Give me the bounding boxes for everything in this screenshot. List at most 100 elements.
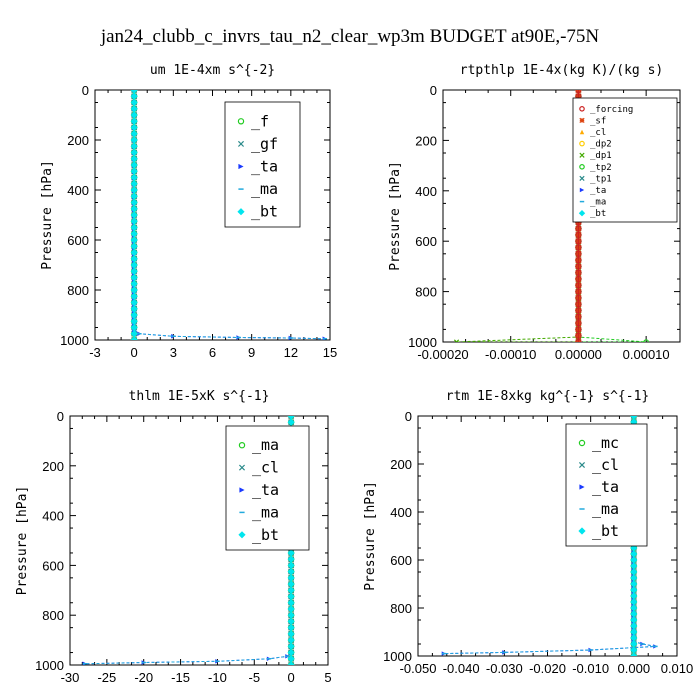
- data-point: [287, 574, 295, 582]
- y-tick-label: 400: [390, 505, 412, 520]
- data-point: [453, 339, 460, 342]
- panel-title: um 1E-4xm s^{-2}: [150, 63, 275, 78]
- legend-marker: [579, 152, 585, 158]
- y-tick-label: 0: [405, 409, 412, 424]
- x-tick-label: 9: [248, 345, 255, 360]
- data-point: [130, 167, 138, 175]
- x-tick-label: -0.00020: [417, 347, 468, 362]
- data-point: [130, 98, 138, 107]
- y-tick-label: 400: [42, 509, 64, 524]
- panel-title: rtpthlp 1E-4x(kg K)/(kg s): [460, 63, 664, 78]
- legend-label: _bt: [592, 522, 619, 540]
- legend-marker: [579, 129, 585, 135]
- data-point: [130, 136, 138, 144]
- figure-title: jan24_clubb_c_invrs_tau_n2_clear_wp3m BU…: [100, 26, 600, 47]
- data-point: [287, 418, 295, 426]
- data-point: [287, 648, 295, 657]
- data-point: [130, 148, 138, 157]
- legend-label: _ta: [590, 186, 606, 196]
- plot-frame: [442, 89, 681, 343]
- panel-title: rtm 1E-8xkg kg^{-1} s^{-1}: [446, 389, 650, 404]
- series-bt-line: [130, 90, 138, 340]
- panel-2: rtpthlp 1E-4x(kg K)/(kg s) Pressure [hPa]…: [388, 63, 681, 362]
- data-point: [630, 416, 638, 420]
- y-tick-label: 400: [67, 183, 89, 198]
- legend-marker: [579, 140, 585, 147]
- data-point: [130, 236, 138, 244]
- data-point: [287, 586, 295, 594]
- x-tick-label: -30: [61, 670, 80, 685]
- data-point: [630, 562, 638, 570]
- data-point: [130, 105, 138, 113]
- legend-label: _tp2: [590, 163, 612, 173]
- data-point: [130, 173, 138, 182]
- y-tick-label: 800: [390, 601, 412, 616]
- y-tick-label: 1000: [35, 658, 64, 673]
- data-point: [287, 636, 295, 644]
- data-point: [630, 586, 638, 594]
- data-point: [130, 117, 138, 125]
- legend-label: _dp2: [590, 140, 612, 150]
- data-point: [575, 294, 582, 302]
- legend-box: [572, 97, 678, 223]
- legend-label: _bt: [590, 209, 606, 219]
- data-point: [130, 130, 138, 138]
- legend-label: _cl: [252, 459, 279, 477]
- data-point: [130, 90, 138, 94]
- legend-marker: [579, 484, 585, 490]
- x-tick-label: 6: [209, 345, 216, 360]
- legend: _mc _cl _ta _ma _bt: [565, 423, 648, 547]
- data-point: [630, 640, 638, 648]
- data-point: [130, 198, 138, 207]
- y-tick-label: 0: [82, 83, 89, 98]
- legend-marker: [578, 527, 586, 535]
- y-tick-label: 400: [415, 184, 437, 199]
- data-point: [575, 313, 582, 320]
- data-point: [287, 549, 295, 557]
- legend: _f _gf _ta _ma _bt: [224, 101, 301, 228]
- data-point: [130, 205, 138, 213]
- data-point: [130, 311, 138, 319]
- data-point: [130, 192, 138, 200]
- data-point: [130, 323, 138, 332]
- data-point: [130, 211, 138, 219]
- data-point: [575, 301, 582, 308]
- y-axis-label: Pressure [hPa]: [363, 481, 378, 591]
- legend: _ma _cl _ta _ma _bt: [225, 425, 310, 551]
- data-point: [130, 111, 138, 119]
- x-tick-label: -25: [97, 670, 116, 685]
- legend-label: _tp1: [590, 174, 612, 184]
- y-tick-label: 600: [67, 233, 89, 248]
- y-tick-label: 200: [390, 457, 412, 472]
- data-point: [630, 652, 638, 656]
- legend-label: _ma: [251, 180, 278, 198]
- data-point: [130, 242, 138, 250]
- data-point: [630, 610, 638, 618]
- data-point: [630, 556, 638, 564]
- data-point: [575, 231, 582, 239]
- legend-label: _cl: [592, 456, 619, 474]
- legend-marker: [578, 461, 586, 469]
- legend-marker: [238, 531, 246, 539]
- data-point: [130, 330, 138, 338]
- data-point: [130, 223, 138, 232]
- data-point: [575, 244, 582, 251]
- data-point: [287, 599, 295, 607]
- data-point: [630, 616, 638, 624]
- x-tick-label: 5: [324, 670, 331, 685]
- data-point: [130, 123, 138, 132]
- legend-label: _dp1: [590, 151, 612, 161]
- data-point: [630, 598, 638, 606]
- legend-marker: [238, 464, 246, 471]
- y-tick-label: 0: [430, 83, 437, 98]
- x-tick-label: -20: [134, 670, 153, 685]
- data-point: [575, 282, 582, 289]
- legend-label: _ta: [251, 158, 278, 176]
- x-tick-label: -15: [171, 670, 190, 685]
- x-tick-label: -0.030: [486, 661, 523, 676]
- x-tick-label: -5: [249, 670, 261, 685]
- data-point: [130, 161, 138, 169]
- data-point: [630, 550, 638, 558]
- data-point: [575, 338, 582, 342]
- legend-marker: [579, 117, 585, 124]
